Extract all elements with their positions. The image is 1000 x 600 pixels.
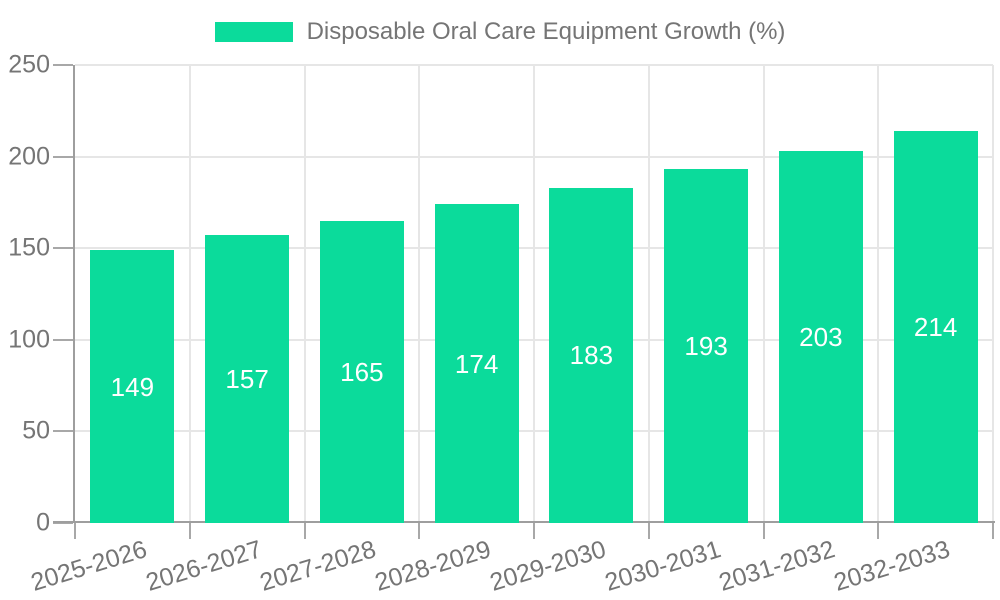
y-axis-tick <box>53 64 73 66</box>
gridline-vertical <box>533 65 535 523</box>
x-axis-tick <box>303 523 306 539</box>
bar-value-label: 203 <box>799 322 843 353</box>
legend-label: Disposable Oral Care Equipment Growth (%… <box>306 18 786 45</box>
gridline-vertical <box>418 65 421 523</box>
bar-value-label: 174 <box>454 348 499 379</box>
bar[interactable]: 183 <box>549 187 634 523</box>
y-axis-tick <box>53 338 73 341</box>
gridline-vertical <box>647 65 650 523</box>
x-axis-tick <box>418 523 421 539</box>
y-axis-tick-label: 200 <box>8 142 50 171</box>
x-axis-tick <box>533 523 535 539</box>
x-axis-tick-label: 2029-2030 <box>486 535 609 597</box>
y-axis-tick <box>53 155 73 158</box>
x-axis-tick-label: 2025-2026 <box>27 535 150 597</box>
bar-value-label: 165 <box>340 356 384 387</box>
legend[interactable]: Disposable Oral Care Equipment Growth (%… <box>0 18 1000 46</box>
bar-value-label: 183 <box>569 340 614 371</box>
bar-value-label: 214 <box>913 311 958 342</box>
y-axis-line <box>73 65 75 523</box>
gridline-vertical <box>188 65 191 523</box>
bar[interactable]: 174 <box>434 204 519 523</box>
x-axis-tick-label: 2026-2027 <box>142 535 265 597</box>
x-axis-tick-label: 2032-2033 <box>830 535 954 597</box>
x-axis-tick <box>74 523 76 539</box>
bar-value-label: 157 <box>225 364 269 395</box>
gridline-vertical <box>303 65 306 523</box>
x-axis-tick <box>992 523 994 539</box>
y-axis-tick-label: 150 <box>8 233 50 262</box>
bar[interactable]: 157 <box>205 235 290 523</box>
legend-swatch <box>214 22 293 42</box>
bar-value-label: 149 <box>110 371 155 402</box>
bar[interactable]: 193 <box>664 169 749 523</box>
x-axis-tick <box>762 523 765 539</box>
plot-area: 0 50 100 150 200 250 149 157 165 174 183 193 203 214 2… <box>8 52 995 597</box>
y-axis-tick <box>53 522 73 524</box>
x-axis-tick <box>647 523 650 539</box>
x-axis-line <box>53 521 995 523</box>
y-axis-tick-label: 100 <box>8 325 50 354</box>
bar[interactable]: 165 <box>319 220 404 523</box>
x-axis-tick <box>188 523 191 539</box>
x-axis-tick-label: 2027-2028 <box>256 535 380 597</box>
bar[interactable]: 149 <box>90 250 175 523</box>
gridline-vertical <box>762 65 765 523</box>
y-axis-tick-label: 0 <box>36 508 50 537</box>
gridline-vertical <box>992 65 994 523</box>
y-axis-tick <box>53 430 73 433</box>
y-axis-tick-label: 250 <box>8 50 50 79</box>
x-axis-tick-label: 2028-2029 <box>371 535 495 597</box>
y-axis-tick-label: 50 <box>22 416 50 445</box>
x-axis-tick <box>877 523 880 539</box>
x-axis-tick-label: 2030-2031 <box>601 535 724 597</box>
x-axis-tick-label: 2031-2032 <box>715 535 839 597</box>
bar[interactable]: 203 <box>778 151 863 523</box>
y-axis-tick <box>53 247 73 250</box>
gridline-vertical <box>877 65 880 523</box>
bar[interactable]: 214 <box>893 130 978 523</box>
bar-value-label: 193 <box>684 331 728 362</box>
